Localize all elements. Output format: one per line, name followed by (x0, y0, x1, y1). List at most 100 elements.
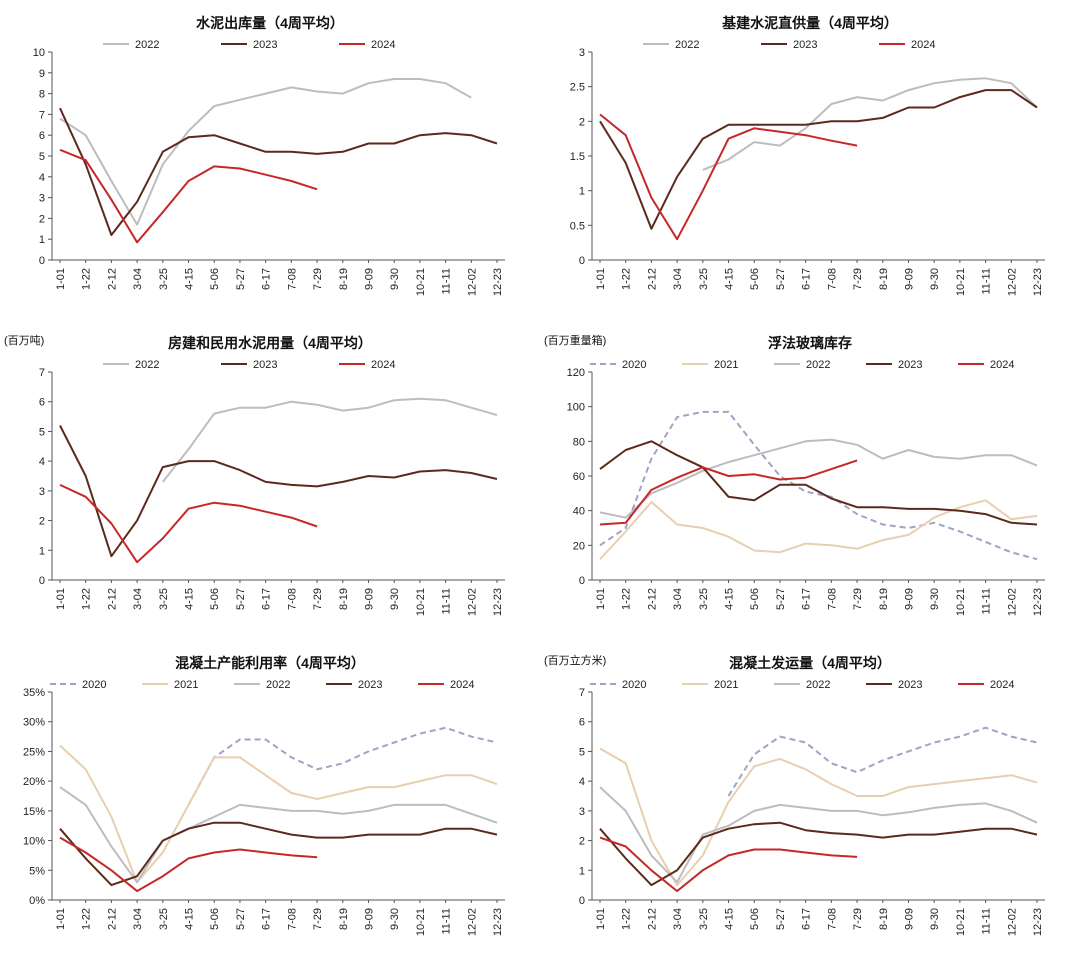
x-tick-label: 1-22 (81, 588, 93, 610)
series-line-2020 (727, 726, 1038, 797)
y-tick-label: 3 (39, 486, 45, 498)
y-tick-label: 2 (39, 213, 45, 225)
series-line-2024 (59, 836, 318, 893)
series-line-2024 (599, 836, 858, 893)
y-tick-label: 6 (39, 130, 45, 142)
x-tick-label: 10-21 (955, 268, 967, 296)
y-tick-label: 100 (567, 402, 585, 414)
legend-label-2022: 2022 (266, 679, 290, 691)
x-tick-label: 2-12 (646, 268, 658, 290)
series-line-2022 (59, 78, 472, 226)
x-tick-label: 12-02 (1006, 588, 1018, 616)
x-tick-label: 3-04 (132, 588, 144, 610)
series-line-2022 (599, 786, 1038, 884)
x-tick-label: 5-27 (235, 588, 247, 610)
x-tick-label: 12-02 (466, 268, 478, 296)
x-tick-label: 12-23 (1032, 588, 1044, 616)
x-tick-label: 4-15 (724, 588, 736, 610)
y-tick-label: 10% (23, 836, 45, 848)
y-tick-label: 0 (579, 255, 585, 267)
series-line-2023 (59, 425, 498, 558)
x-tick-label: 7-08 (826, 268, 838, 290)
x-tick-label: 12-23 (1032, 268, 1044, 296)
series-line-2022 (702, 77, 1038, 171)
legend-label-2023: 2023 (358, 679, 382, 691)
x-tick-label: 9-30 (389, 588, 401, 610)
x-tick-label: 8-19 (338, 588, 350, 610)
x-tick-label: 8-19 (338, 268, 350, 290)
x-tick-label: 5-06 (209, 908, 221, 930)
x-tick-label: 7-29 (852, 908, 864, 930)
legend-label-2024: 2024 (990, 359, 1014, 371)
legend-label-2024: 2024 (911, 39, 935, 51)
x-tick-label: 3-04 (672, 908, 684, 930)
x-tick-label: 3-04 (132, 268, 144, 290)
y-tick-label: 7 (39, 109, 45, 121)
series-line-2024 (59, 483, 318, 564)
series-line-2021 (59, 744, 498, 884)
x-tick-label: 12-23 (1032, 908, 1044, 936)
y-tick-label: 60 (573, 471, 585, 483)
legend-label-2024: 2024 (450, 679, 474, 691)
y-tick-label: 1 (579, 186, 585, 198)
y-tick-label: 4 (39, 172, 45, 184)
x-tick-label: 4-15 (724, 908, 736, 930)
x-tick-label: 10-21 (415, 588, 427, 616)
x-tick-label: 5-27 (235, 908, 247, 930)
legend-label-2022: 2022 (675, 39, 699, 51)
x-tick-label: 6-17 (801, 908, 813, 930)
y-tick-label: 1 (579, 865, 585, 877)
series-line-2024 (599, 459, 858, 526)
y-tick-label: 3 (39, 193, 45, 205)
unit-label: (百万立方米) (544, 653, 606, 667)
y-tick-label: 120 (567, 367, 585, 379)
series-line-2024 (599, 113, 858, 241)
series-line-2021 (599, 499, 1038, 560)
x-tick-label: 8-19 (878, 588, 890, 610)
x-tick-label: 11-11 (441, 588, 453, 615)
x-tick-label: 7-29 (852, 268, 864, 290)
y-tick-label: 35% (23, 687, 45, 699)
y-tick-label: 5 (39, 426, 45, 438)
x-tick-label: 2-12 (106, 268, 118, 290)
y-tick-label: 0 (39, 575, 45, 587)
x-tick-label: 5-06 (749, 588, 761, 610)
x-tick-label: 11-11 (981, 268, 993, 295)
y-tick-label: 1.5 (570, 151, 585, 163)
x-tick-label: 5-27 (775, 268, 787, 290)
chart-title: 浮法玻璃库存 (768, 335, 852, 351)
x-tick-label: 1-01 (55, 588, 67, 610)
x-tick-label: 11-11 (981, 588, 993, 615)
x-tick-label: 1-22 (81, 268, 93, 290)
x-tick-label: 5-27 (235, 268, 247, 290)
x-tick-label: 3-25 (158, 908, 170, 930)
x-tick-label: 3-04 (132, 908, 144, 930)
x-tick-label: 3-25 (698, 268, 710, 290)
series-line-2024 (59, 148, 318, 244)
y-tick-label: 15% (23, 806, 45, 818)
x-tick-label: 3-04 (672, 268, 684, 290)
x-tick-label: 1-22 (621, 588, 633, 610)
legend-label-2022: 2022 (806, 679, 830, 691)
legend-label-2021: 2021 (714, 679, 738, 691)
y-tick-label: 0.5 (570, 220, 585, 232)
x-tick-label: 9-09 (363, 908, 375, 930)
y-tick-label: 2 (579, 836, 585, 848)
x-tick-label: 7-29 (312, 588, 324, 610)
x-tick-label: 6-17 (261, 588, 273, 610)
y-tick-label: 10 (33, 47, 45, 59)
x-tick-label: 12-02 (466, 588, 478, 616)
x-tick-label: 1-22 (621, 908, 633, 930)
x-tick-label: 7-29 (852, 588, 864, 610)
y-tick-label: 4 (579, 776, 585, 788)
x-tick-label: 12-02 (466, 908, 478, 936)
y-tick-label: 0 (579, 895, 585, 907)
y-tick-label: 25% (23, 746, 45, 758)
x-tick-label: 6-17 (801, 588, 813, 610)
chart-cement-shipment: 水泥出库量（4周平均） 2022 2023 2024 0 1 2 3 4 5 6 7 8 9 10 1-01 1… (33, 15, 505, 296)
unit-label: (百万重量箱) (544, 333, 606, 347)
x-tick-label: 9-09 (363, 588, 375, 610)
x-tick-label: 10-21 (955, 588, 967, 616)
series-line-2020 (187, 726, 498, 806)
